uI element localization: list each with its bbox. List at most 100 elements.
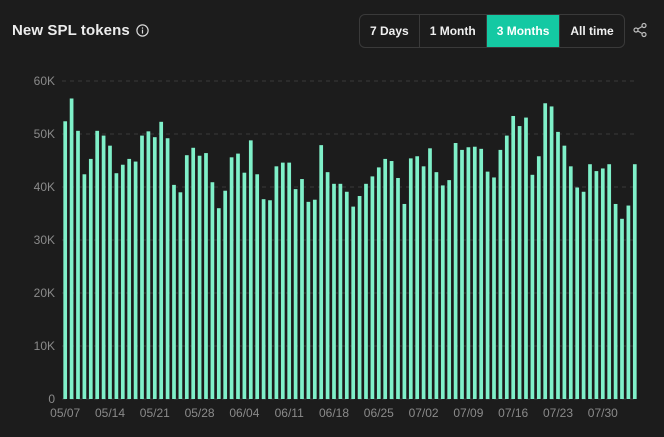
range-7-days-button[interactable]: 7 Days [360, 15, 420, 47]
bar[interactable] [274, 166, 279, 399]
bar[interactable] [312, 199, 317, 399]
bar[interactable] [415, 156, 420, 399]
bar[interactable] [536, 156, 541, 399]
bar[interactable] [594, 171, 599, 399]
bar[interactable] [191, 147, 196, 399]
bar[interactable] [466, 147, 471, 399]
bar[interactable] [607, 164, 612, 399]
bar[interactable] [524, 117, 528, 399]
bar[interactable] [133, 161, 138, 399]
bar[interactable] [178, 192, 183, 399]
bar[interactable] [626, 205, 631, 399]
x-tick-label: 05/14 [95, 406, 125, 420]
bar[interactable] [280, 162, 285, 399]
bar[interactable] [197, 155, 202, 399]
bar[interactable] [159, 121, 164, 399]
bar[interactable] [338, 183, 343, 399]
bar[interactable] [588, 164, 592, 399]
bar[interactable] [172, 184, 176, 399]
bar[interactable] [127, 158, 132, 399]
bar[interactable] [152, 137, 157, 399]
bar[interactable] [402, 203, 407, 399]
bar[interactable] [261, 199, 266, 399]
bar[interactable] [383, 158, 388, 399]
bar[interactable] [108, 145, 112, 399]
bar[interactable] [293, 189, 298, 399]
bar[interactable] [165, 138, 170, 400]
bar[interactable] [69, 98, 74, 400]
bar[interactable] [485, 171, 490, 399]
bar[interactable] [620, 218, 624, 399]
bar[interactable] [472, 146, 477, 399]
bar[interactable] [543, 103, 548, 399]
x-tick-label: 05/07 [50, 406, 80, 420]
bar[interactable] [300, 179, 304, 399]
bar[interactable] [76, 130, 80, 399]
bar[interactable] [204, 153, 208, 399]
info-circle-icon[interactable] [136, 23, 149, 37]
bar[interactable] [268, 200, 272, 399]
bar[interactable] [325, 172, 330, 399]
bar[interactable] [492, 177, 496, 399]
bar[interactable] [351, 206, 356, 399]
bar[interactable] [210, 182, 215, 399]
bar[interactable] [632, 164, 637, 399]
bar[interactable] [376, 167, 381, 399]
bar[interactable] [447, 180, 452, 399]
share-icon[interactable] [632, 22, 648, 38]
bar[interactable] [332, 183, 336, 399]
bar[interactable] [530, 174, 535, 399]
bar[interactable] [389, 161, 394, 399]
bar[interactable] [306, 201, 311, 399]
bar[interactable] [236, 153, 240, 399]
bar[interactable] [479, 148, 484, 399]
bar[interactable] [248, 140, 253, 400]
bar[interactable] [575, 187, 580, 399]
bar[interactable] [581, 191, 586, 399]
bar[interactable] [184, 155, 189, 399]
bar[interactable] [242, 172, 247, 399]
bar[interactable] [613, 203, 618, 399]
bar[interactable] [319, 145, 324, 399]
bar[interactable] [287, 162, 292, 399]
bar[interactable] [114, 173, 119, 399]
bar[interactable] [216, 208, 221, 399]
bar[interactable] [440, 185, 445, 399]
bar[interactable] [82, 174, 87, 399]
bar[interactable] [556, 131, 560, 399]
bar[interactable] [364, 183, 368, 399]
bar[interactable] [568, 166, 573, 399]
range-1-month-button[interactable]: 1 Month [420, 15, 487, 47]
bar[interactable] [255, 174, 260, 399]
bar[interactable] [101, 135, 106, 399]
bar[interactable] [344, 191, 349, 399]
bar[interactable] [370, 176, 375, 399]
bar[interactable] [498, 149, 503, 399]
bar[interactable] [511, 115, 516, 399]
bar[interactable] [600, 168, 605, 399]
bar[interactable] [421, 166, 426, 399]
bar[interactable] [396, 177, 400, 399]
bar[interactable] [549, 106, 554, 399]
bar[interactable] [562, 145, 567, 399]
x-tick-label: 07/09 [453, 406, 483, 420]
bar[interactable] [504, 135, 509, 399]
bar[interactable] [140, 135, 144, 399]
bar[interactable] [453, 143, 458, 399]
bar[interactable] [229, 157, 234, 399]
bar[interactable] [223, 190, 228, 399]
bar[interactable] [434, 172, 439, 399]
bar[interactable] [146, 131, 151, 399]
range-3-months-button[interactable]: 3 Months [486, 15, 561, 47]
y-tick-label: 30K [34, 233, 55, 247]
range-all-time-button[interactable]: All time [560, 15, 623, 47]
bar[interactable] [95, 130, 100, 399]
bar[interactable] [428, 148, 432, 399]
bar[interactable] [88, 158, 93, 399]
bar[interactable] [357, 196, 362, 399]
bar[interactable] [408, 158, 413, 399]
bar[interactable] [63, 121, 68, 399]
bar[interactable] [460, 149, 464, 399]
bar[interactable] [120, 164, 125, 399]
bar[interactable] [517, 126, 522, 400]
